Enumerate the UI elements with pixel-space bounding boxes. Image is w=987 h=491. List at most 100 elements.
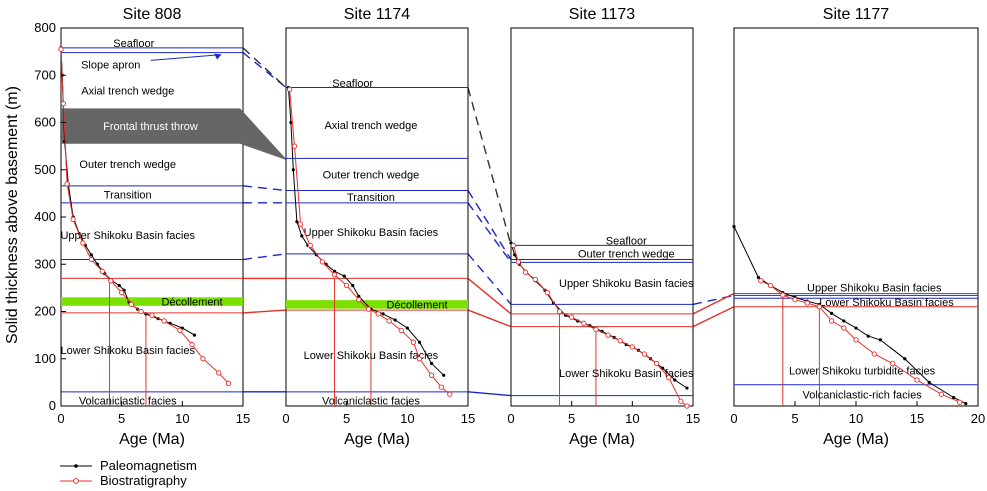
unit-label-6: Upper Shikoku Basin facies — [60, 230, 195, 242]
unit-label-1: Seafloor — [113, 38, 154, 50]
panel-1: Frontal thrust throw Seafloor Slope apron A… — [34, 6, 286, 448]
biostrat-point — [522, 269, 529, 275]
biostrat-point — [386, 318, 392, 324]
panel-title: Site 1173 — [569, 6, 636, 23]
x-tick-label: 15 — [910, 411, 924, 426]
y-axis-title: Solid thickness above basement (m) — [4, 86, 21, 344]
biostrat-point — [356, 297, 362, 303]
biostrat-point — [58, 46, 64, 52]
x-axis-title: Age (Ma) — [344, 431, 410, 448]
unit-label-1: Seafloor — [332, 78, 373, 90]
biostrat-point — [375, 311, 381, 317]
biostrat-point — [119, 289, 125, 296]
unit-label-1: Upper Shikoku Basin facies — [807, 282, 942, 294]
unit-label-2: Outer trench wedge — [578, 248, 675, 260]
x-tick-label: 0 — [730, 411, 737, 426]
biostrat-point — [438, 384, 444, 390]
biostrat-point — [319, 259, 326, 265]
decollement-label: Décollement — [161, 297, 222, 309]
biostrat-point — [64, 181, 70, 187]
paleomag-line — [60, 47, 195, 336]
paleomag-point — [964, 402, 968, 406]
biostrat-point — [149, 312, 155, 318]
y-tick-label: 400 — [34, 209, 56, 224]
biostrat-point — [641, 351, 648, 357]
paleomag-point — [295, 220, 299, 224]
correlation-line — [242, 47, 287, 89]
unit-label-3: Lower Shikoku turbidite facies — [789, 366, 936, 378]
legend-paleomag-label: Paleomagnetism — [100, 458, 197, 473]
panel-frame — [60, 27, 244, 407]
biostrat-point — [297, 221, 304, 227]
x-axis-title: Age (Ma) — [823, 431, 889, 448]
unit-label-5: Upper Shikoku Basin facies — [304, 227, 439, 239]
biostrat-point — [617, 338, 623, 344]
x-tick-label: 5 — [791, 411, 798, 426]
paleomag-point — [430, 361, 434, 366]
panel-frame — [733, 27, 979, 407]
biostrat-point — [678, 398, 684, 404]
correlation-line — [242, 309, 287, 314]
panels: Frontal thrust throw Seafloor Slope apron A… — [34, 6, 985, 448]
biostrat-point — [581, 320, 587, 326]
biostrat-point — [532, 276, 538, 283]
unit-label-4: Transition — [347, 192, 395, 204]
y-tick-label: 800 — [34, 20, 56, 35]
panel-4: Upper Shikoku Basin facies Lower Shikoku … — [730, 6, 985, 448]
biostrat-point — [841, 325, 847, 331]
y-tick-label: 100 — [34, 351, 56, 366]
correlation-line — [467, 309, 512, 328]
biostrat-point — [629, 344, 635, 350]
biostrat-point — [99, 268, 105, 274]
paleomag-point — [513, 253, 517, 257]
decollement-band — [61, 297, 243, 306]
frontal-thrust-throw-label: Frontal thrust throw — [103, 121, 198, 133]
y-tick-label: 500 — [34, 162, 56, 177]
unit-label-3: Outer trench wedge — [323, 169, 420, 181]
biostrat-point — [666, 374, 672, 381]
biostrat-point — [889, 360, 896, 367]
y-tick-label: 600 — [34, 115, 56, 130]
biostrat-point — [510, 242, 517, 249]
biostrat-point — [365, 306, 372, 312]
x-tick-label: 0 — [57, 411, 64, 426]
biostrat-point — [938, 391, 945, 397]
legend-paleomag-marker — [74, 464, 78, 468]
biostrat-point — [758, 278, 764, 284]
paleomag-point — [342, 274, 346, 278]
unit-label-2: Axial trench wedge — [324, 120, 417, 132]
x-tick-label: 5 — [118, 411, 125, 426]
unit-label-3: Upper Shikoku Basin facies — [559, 278, 694, 290]
x-tick-label: 0 — [282, 411, 289, 426]
paleomag-line — [733, 226, 967, 405]
biostrat-point — [108, 278, 114, 284]
biostrat-point — [200, 356, 206, 362]
biostrat-point — [88, 256, 94, 263]
correlation-line — [467, 253, 512, 305]
frontal-thrust-throw-band — [61, 108, 286, 160]
panel-title: Site 1177 — [823, 6, 890, 23]
biostrat-point — [871, 351, 877, 357]
biostrat-point — [344, 282, 350, 289]
biostrat-point — [828, 318, 835, 324]
panel-title: Site 808 — [123, 6, 182, 23]
unit-label-5: Transition — [104, 189, 152, 201]
paleomag-point — [732, 224, 736, 229]
x-tick-label: 5 — [568, 411, 575, 426]
x-axis-title: Age (Ma) — [569, 431, 635, 448]
biostrat-point — [957, 399, 963, 405]
x-tick-label: 0 — [507, 411, 514, 426]
biostrat-point — [914, 377, 920, 383]
slope-apron-arrow — [150, 54, 222, 61]
biostrat-point — [307, 242, 313, 249]
y-tick-label: 200 — [34, 304, 56, 319]
paleomag-point — [903, 357, 907, 361]
biostrat-point — [780, 292, 786, 298]
correlation-line — [467, 202, 512, 263]
paleomag-point — [685, 386, 689, 390]
biostrat-point — [60, 100, 67, 107]
y-tick-label: 700 — [34, 67, 56, 82]
paleomag-point — [289, 120, 293, 125]
paleomag-point — [89, 253, 93, 257]
x-tick-label: 5 — [343, 411, 350, 426]
